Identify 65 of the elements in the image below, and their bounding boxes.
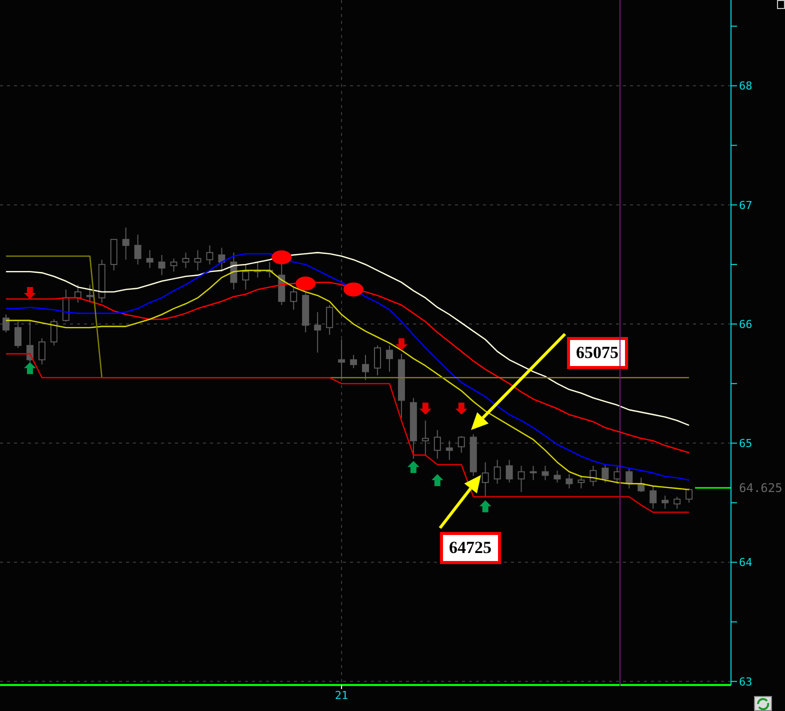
- annotation: 65075: [567, 337, 628, 369]
- candlestick: [554, 470, 561, 483]
- candlestick: [578, 474, 585, 489]
- candlestick: [62, 288, 70, 322]
- point: [344, 282, 364, 296]
- candlestick: [506, 459, 513, 483]
- annotation: 64725: [440, 532, 500, 564]
- candlestick: [686, 488, 693, 504]
- candlestick: [650, 486, 657, 510]
- candlestick: [218, 247, 226, 272]
- y-tick-label: 63: [739, 675, 752, 688]
- candlestick: [374, 344, 381, 376]
- y-tick-label: 65: [739, 437, 752, 450]
- y-tick-label: 67: [739, 198, 752, 212]
- candlestick: [326, 304, 334, 336]
- point: [272, 250, 292, 264]
- candlestick: [518, 465, 525, 493]
- candlestick: [290, 288, 298, 310]
- candlestick: [170, 258, 178, 272]
- candlestick: [422, 420, 429, 456]
- candlestick: [194, 250, 202, 271]
- y-tick-label: 64: [739, 556, 753, 570]
- candlestick: [362, 354, 370, 381]
- candlestick: [482, 462, 489, 498]
- candlestick: [38, 338, 46, 366]
- candlestick: [134, 234, 142, 265]
- candlestick: [446, 440, 453, 460]
- candlestick: [590, 465, 597, 487]
- y-tick-label: 68: [739, 80, 752, 93]
- candlestick: [86, 284, 94, 304]
- candlestick: [674, 496, 681, 510]
- point: [395, 338, 408, 350]
- candlestick: [458, 436, 465, 454]
- point: [296, 276, 316, 291]
- candlestick: [50, 318, 58, 346]
- candlestick: [158, 254, 166, 276]
- line-series: [5, 252, 690, 426]
- point: [407, 460, 420, 473]
- ref-line-label: 64.625: [739, 480, 782, 495]
- candlestick: [242, 264, 250, 290]
- point: [24, 287, 36, 300]
- point: [455, 402, 468, 415]
- candlestick: [350, 354, 358, 369]
- candlestick: [122, 227, 130, 260]
- point: [431, 474, 444, 486]
- x-tick-label: 21: [334, 688, 348, 702]
- candlestick: [182, 252, 190, 269]
- candlestick: [386, 344, 393, 372]
- candlestick: [542, 465, 549, 481]
- candlestick: [434, 430, 441, 460]
- candlestick: [530, 465, 537, 481]
- point: [419, 402, 432, 415]
- candlestick: [566, 474, 573, 489]
- candlestick: [206, 244, 214, 265]
- candlestick: [494, 459, 501, 484]
- candlestick: [14, 321, 22, 348]
- candlestick: [602, 464, 609, 483]
- candlestick: [338, 339, 346, 380]
- candlestick: [2, 314, 10, 333]
- candlestick: [146, 250, 154, 269]
- point: [479, 500, 492, 512]
- candlestick: [314, 312, 322, 354]
- y-tick-label: 66: [739, 318, 752, 331]
- point: [24, 362, 36, 374]
- candlestick: [662, 495, 669, 510]
